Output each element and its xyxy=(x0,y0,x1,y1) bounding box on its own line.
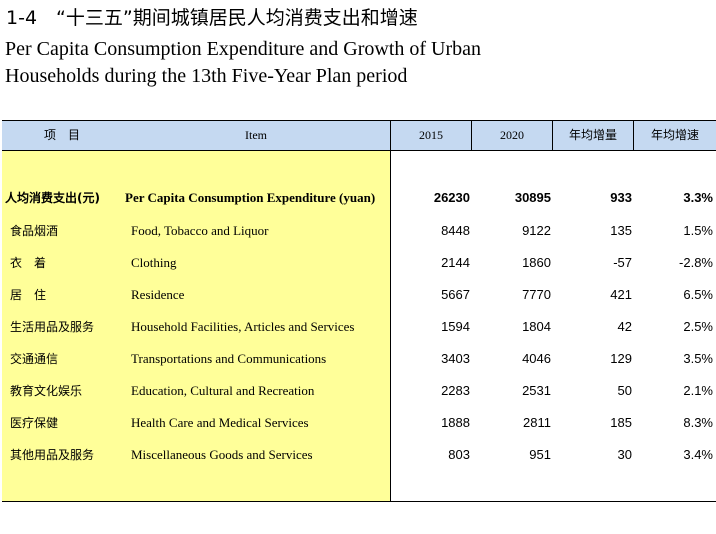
value-annual-growth: -2.8% xyxy=(679,255,713,270)
value-2015: 8448 xyxy=(441,223,470,238)
row-label-en: Transportations and Communications xyxy=(131,351,327,366)
table-row-total: 人均消费支出(元) Per Capita Consumption Expendit… xyxy=(2,182,716,214)
value-2015: 2283 xyxy=(441,383,470,398)
value-2015: 5667 xyxy=(441,287,470,302)
value-annual-increase: -57 xyxy=(613,255,632,270)
table-header: 项 目 Item 2015 2020 年均增量 年均增速 xyxy=(2,121,716,151)
row-label-en: Clothing xyxy=(131,255,177,270)
value-annual-growth: 1.5% xyxy=(683,223,713,238)
row-label-en: Education, Cultural and Recreation xyxy=(131,383,315,398)
table-title-en-line2: Households during the 13th Five-Year Pla… xyxy=(5,65,408,87)
column-divider xyxy=(390,121,391,501)
table-row: 食品烟酒 Food, Tobacco and Liquor 8448 9122 135 1… xyxy=(2,215,716,247)
value-annual-growth: 2.1% xyxy=(683,383,713,398)
value-2015: 803 xyxy=(448,447,470,462)
table-row: 衣 着 Clothing 2144 1860 -57 -2.8% xyxy=(2,247,716,279)
row-label-zh: 生活用品及服务 xyxy=(10,320,95,334)
value-annual-increase: 135 xyxy=(610,223,632,238)
value-annual-growth: 3.4% xyxy=(683,447,713,462)
table-row: 其他用品及服务 Miscellaneous Goods and Services 8… xyxy=(2,439,716,471)
column-divider xyxy=(633,121,634,151)
value-2020: 7770 xyxy=(522,287,551,302)
value-annual-growth: 8.3% xyxy=(683,415,713,430)
header-2020: 2020 xyxy=(500,128,524,142)
row-label-en: Per Capita Consumption Expenditure (yuan… xyxy=(125,190,376,205)
row-label-zh: 人均消费支出(元) xyxy=(5,191,100,205)
value-annual-increase: 42 xyxy=(617,319,632,334)
table-title-en-line1: Per Capita Consumption Expenditure and G… xyxy=(5,38,482,60)
row-label-zh: 其他用品及服务 xyxy=(10,448,95,462)
header-item-en: Item xyxy=(245,128,267,142)
value-annual-growth: 3.3% xyxy=(683,190,713,205)
value-annual-increase: 421 xyxy=(610,287,632,302)
row-label-zh: 医疗保健 xyxy=(10,416,59,430)
value-2015: 2144 xyxy=(441,255,470,270)
data-table: 项 目 Item 2015 2020 年均增量 年均增速 人均消费支出(元) Pe… xyxy=(2,120,716,502)
value-annual-growth: 6.5% xyxy=(683,287,713,302)
value-2020: 2531 xyxy=(522,383,551,398)
table-row: 教育文化娱乐 Education, Cultural and Recreation… xyxy=(2,375,716,407)
value-2020: 2811 xyxy=(523,415,551,430)
value-2015: 1594 xyxy=(441,319,470,334)
value-2020: 4046 xyxy=(522,351,551,366)
value-annual-increase: 185 xyxy=(610,415,632,430)
value-annual-increase: 50 xyxy=(617,383,632,398)
row-label-en: Household Facilities, Articles and Servi… xyxy=(131,319,355,334)
value-annual-increase: 30 xyxy=(617,447,632,462)
value-annual-growth: 2.5% xyxy=(683,319,713,334)
value-2015: 1888 xyxy=(441,415,470,430)
header-annual-increase: 年均增量 xyxy=(568,128,617,142)
table-row: 居 住 Residence 5667 7770 421 6.5% xyxy=(2,279,716,311)
row-label-zh: 教育文化娱乐 xyxy=(10,384,83,398)
value-2015: 26230 xyxy=(433,190,470,205)
header-2015: 2015 xyxy=(419,128,443,142)
item-column-background xyxy=(2,151,390,501)
header-item-zh: 项 目 xyxy=(43,128,80,142)
row-label-zh: 交通通信 xyxy=(10,352,59,366)
value-2015: 3403 xyxy=(441,351,470,366)
value-annual-increase: 933 xyxy=(610,190,632,205)
value-2020: 30895 xyxy=(514,190,551,205)
row-label-en: Food, Tobacco and Liquor xyxy=(131,223,269,238)
header-annual-growth: 年均增速 xyxy=(650,128,699,142)
value-annual-increase: 129 xyxy=(610,351,632,366)
row-label-zh: 食品烟酒 xyxy=(10,224,59,238)
value-2020: 1804 xyxy=(522,319,551,334)
table-title-zh: 1-4 “十三五”期间城镇居民人均消费支出和增速 xyxy=(6,7,418,29)
row-label-zh: 居 住 xyxy=(10,288,47,302)
table-row: 生活用品及服务 Household Facilities, Articles an… xyxy=(2,311,716,343)
value-annual-growth: 3.5% xyxy=(683,351,713,366)
row-label-en: Residence xyxy=(131,287,185,302)
table-title-en: Per Capita Consumption Expenditure and G… xyxy=(5,36,705,90)
table-row: 交通通信 Transportations and Communications 34… xyxy=(2,343,716,375)
row-label-en: Health Care and Medical Services xyxy=(131,415,309,430)
value-2020: 9122 xyxy=(522,223,551,238)
row-label-en: Miscellaneous Goods and Services xyxy=(131,447,313,462)
value-2020: 1860 xyxy=(522,255,551,270)
column-divider xyxy=(552,121,553,151)
table-row: 医疗保健 Health Care and Medical Services 1888… xyxy=(2,407,716,439)
value-2020: 951 xyxy=(529,447,551,462)
column-divider xyxy=(471,121,472,151)
row-label-zh: 衣 着 xyxy=(10,256,47,270)
